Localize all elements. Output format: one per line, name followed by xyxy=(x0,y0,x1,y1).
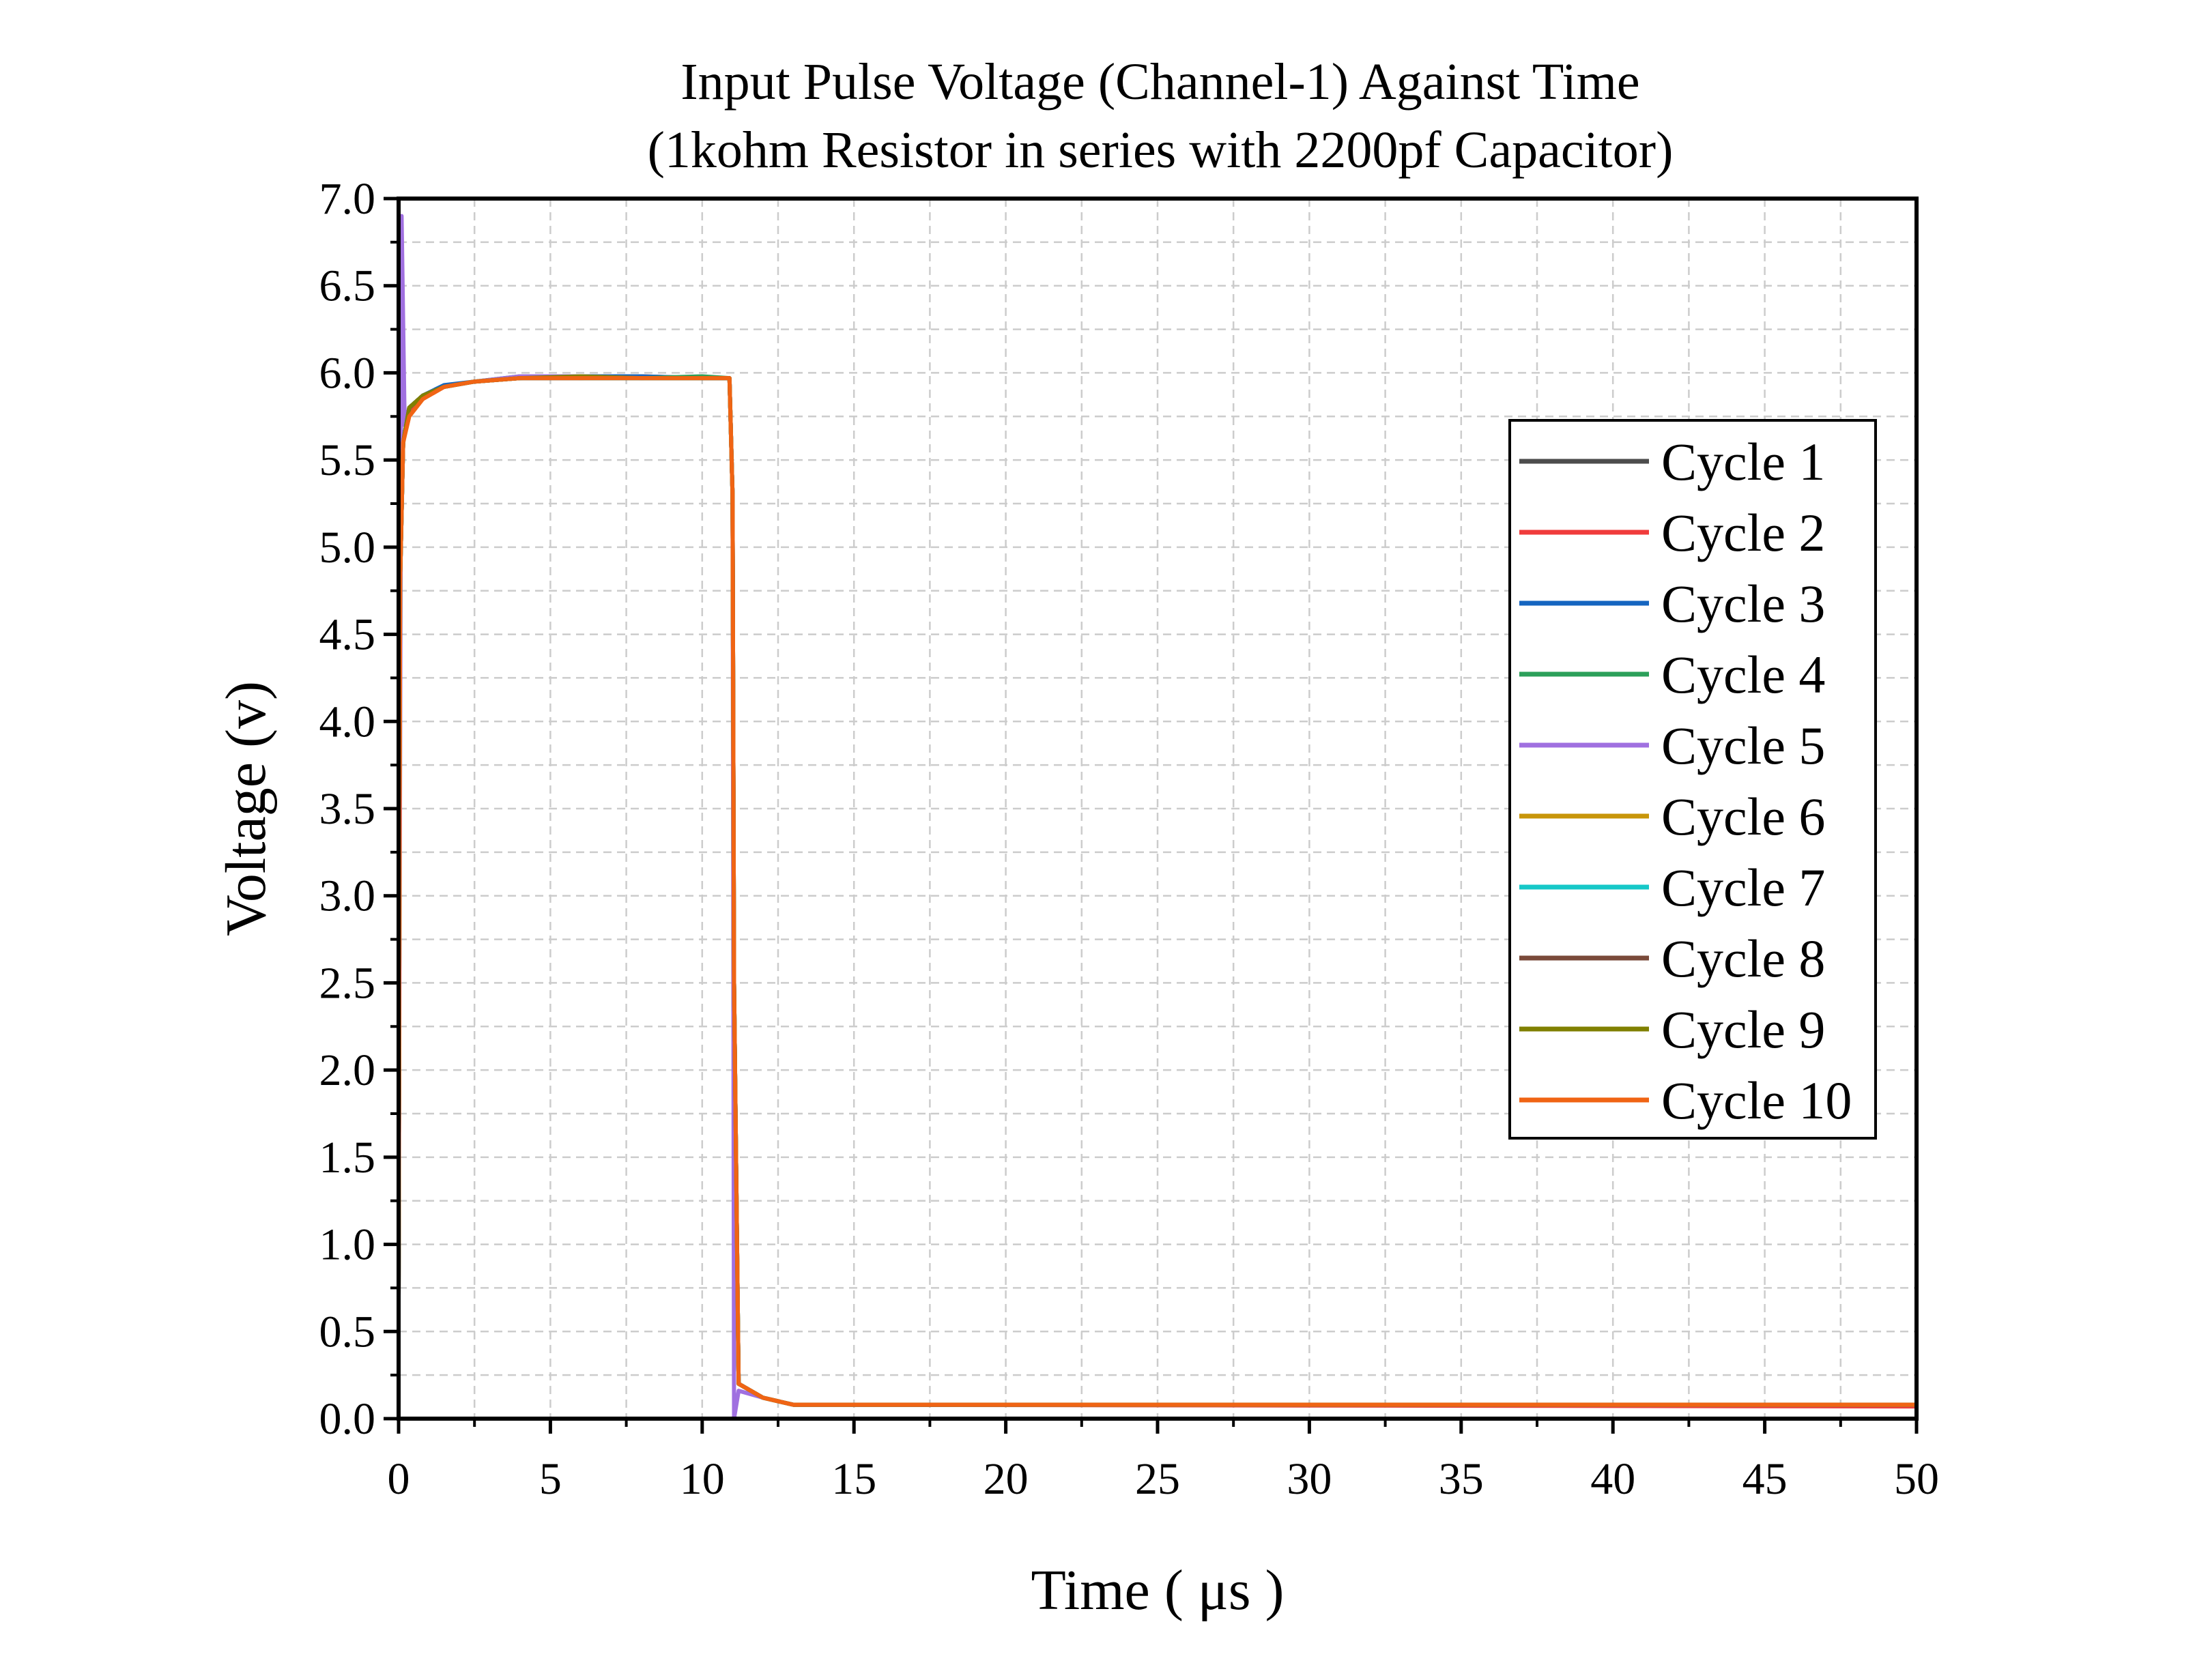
legend-label: Cycle 6 xyxy=(1661,787,1825,846)
axes: 0 5 10 15 20 25 30 35 40 45 50 0.0 0.5 1.0 1.5 2.0 2.5 3.… xyxy=(319,174,1940,1504)
legend-label: Cycle 10 xyxy=(1661,1071,1852,1130)
x-axis-title: Time ( μs ) xyxy=(1031,1559,1285,1622)
y-tick-label: 3.0 xyxy=(319,871,376,921)
legend-label: Cycle 3 xyxy=(1661,574,1825,633)
y-tick-label: 4.0 xyxy=(319,697,376,747)
legend: Cycle 1 Cycle 2 Cycle 3 Cycle 4 Cycle 5 Cycle… xyxy=(1508,419,1877,1140)
y-tick-label: 5.0 xyxy=(319,523,376,573)
legend-label: Cycle 2 xyxy=(1661,503,1825,562)
y-tick-label: 5.5 xyxy=(319,435,376,485)
x-tick-label: 0 xyxy=(388,1454,410,1504)
legend-label: Cycle 8 xyxy=(1661,929,1825,988)
y-tick-label: 6.5 xyxy=(319,261,376,311)
y-tick-label: 3.5 xyxy=(319,784,376,834)
x-tick-label: 5 xyxy=(539,1454,562,1504)
legend-label: Cycle 1 xyxy=(1661,432,1825,491)
legend-label: Cycle 7 xyxy=(1661,858,1825,917)
x-tick-label: 15 xyxy=(831,1454,876,1504)
x-tick-label: 20 xyxy=(984,1454,1029,1504)
grid xyxy=(399,199,1917,1419)
series-line-cycle-10 xyxy=(397,376,1917,1407)
x-tick-label: 25 xyxy=(1135,1454,1180,1504)
y-tick-label: 0.0 xyxy=(319,1394,376,1444)
y-tick-label: 1.0 xyxy=(319,1220,376,1270)
legend-label: Cycle 5 xyxy=(1661,716,1825,775)
x-tick-label: 40 xyxy=(1590,1454,1635,1504)
y-tick-label: 2.0 xyxy=(319,1045,376,1095)
x-tick-label: 35 xyxy=(1439,1454,1484,1504)
plot-series xyxy=(397,214,1917,1421)
y-tick-label: 6.0 xyxy=(319,348,376,398)
y-axis-title: Voltage (v) xyxy=(214,681,278,936)
legend-box xyxy=(1508,419,1877,1140)
y-tick-label: 2.5 xyxy=(319,958,376,1008)
y-tick-label: 7.0 xyxy=(319,174,376,224)
x-tick-label: 45 xyxy=(1742,1454,1788,1504)
chart-title: Input Pulse Voltage (Channel-1) Against … xyxy=(680,53,1639,111)
y-tick-label: 0.5 xyxy=(319,1307,376,1357)
chart-subtitle: (1kohm Resistor in series with 2200pf Ca… xyxy=(648,121,1674,179)
y-tick-label: 4.5 xyxy=(319,610,376,660)
y-tick-label: 1.5 xyxy=(319,1133,376,1183)
legend-label: Cycle 9 xyxy=(1661,1000,1825,1059)
x-tick-label: 30 xyxy=(1287,1454,1332,1504)
legend-label: Cycle 4 xyxy=(1661,645,1825,704)
x-tick-label: 50 xyxy=(1894,1454,1939,1504)
x-tick-label: 10 xyxy=(680,1454,725,1504)
